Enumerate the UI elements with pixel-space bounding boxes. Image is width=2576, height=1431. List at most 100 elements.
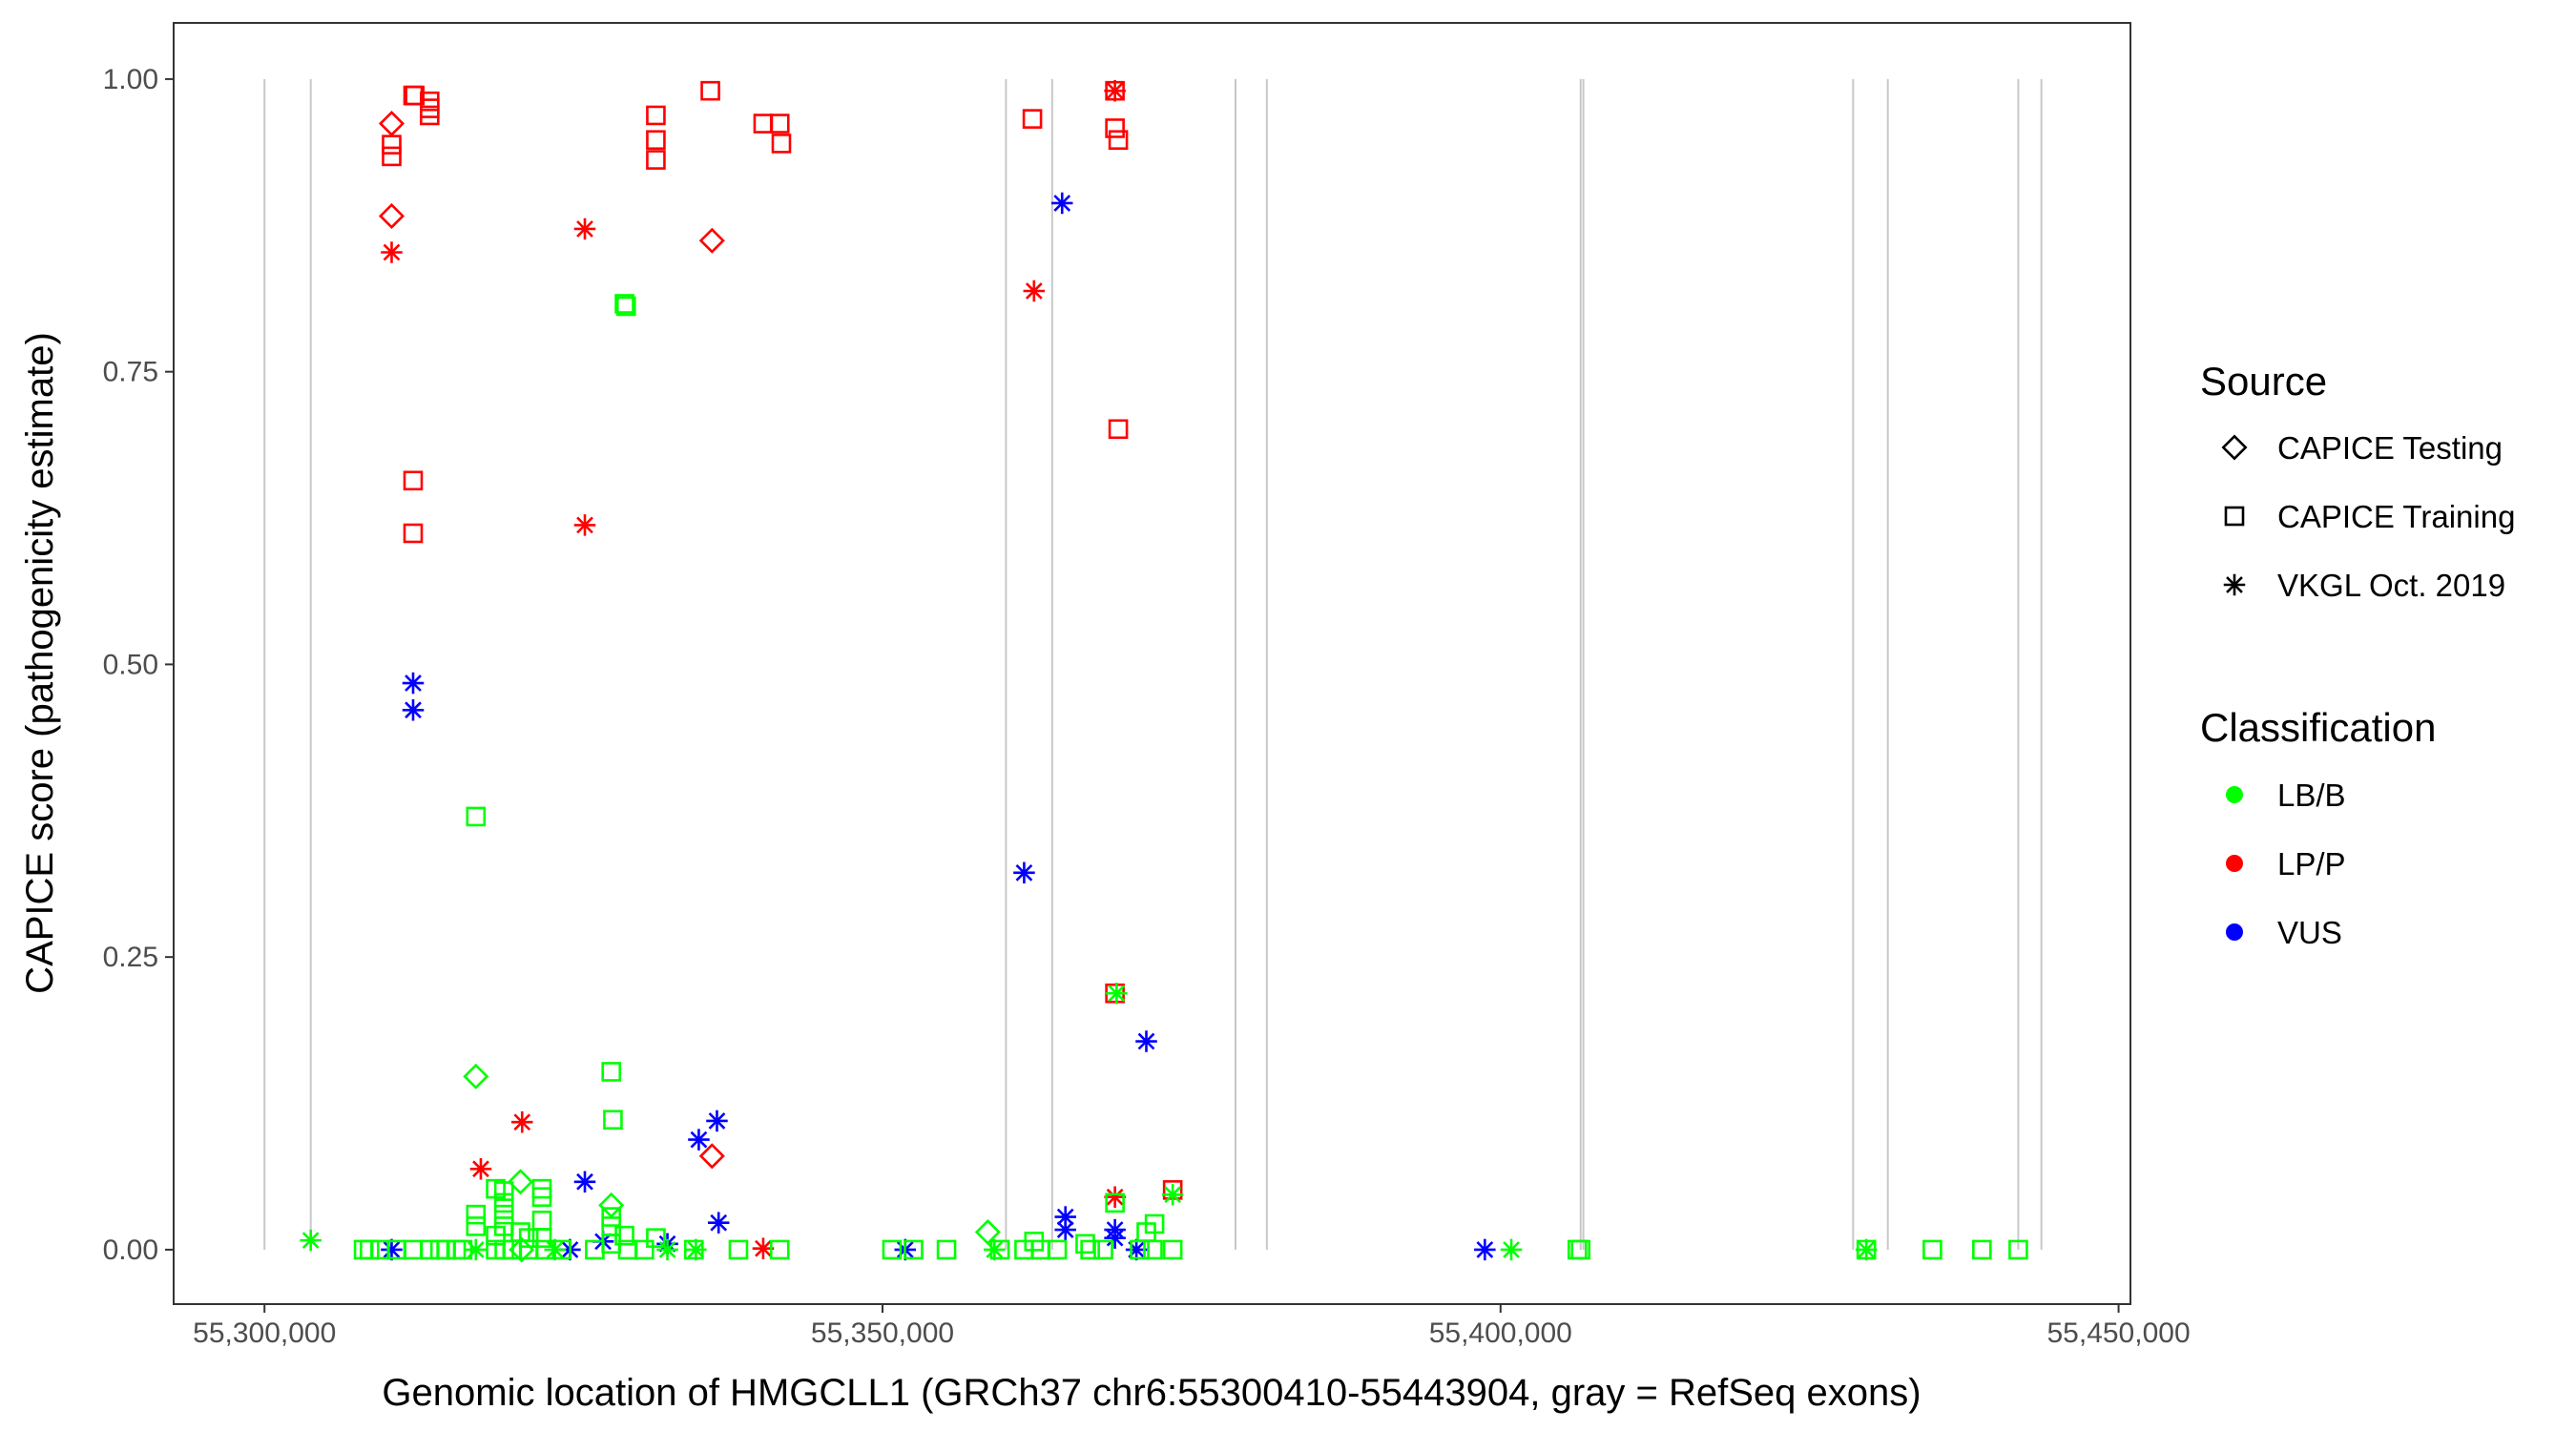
asterisk-stroke bbox=[687, 1241, 705, 1258]
data-point bbox=[1161, 1184, 1184, 1206]
asterisk-stroke bbox=[708, 1112, 726, 1130]
y-tick-label: 0.25 bbox=[103, 942, 158, 973]
data-point bbox=[510, 1110, 533, 1133]
asterisk-stroke bbox=[1056, 1208, 1074, 1226]
asterisk-stroke bbox=[383, 1241, 401, 1258]
data-point bbox=[509, 1236, 535, 1263]
asterisk-stroke bbox=[658, 1241, 676, 1258]
asterisk-stroke bbox=[986, 1241, 1004, 1258]
asterisk-stroke bbox=[301, 1232, 320, 1250]
data-point bbox=[466, 806, 487, 827]
data-point bbox=[493, 1192, 514, 1213]
data-point bbox=[1047, 1239, 1068, 1260]
legend-title-source: Source bbox=[2200, 359, 2327, 404]
y-tick-label: 0.00 bbox=[103, 1234, 158, 1266]
y-tick-label: 0.50 bbox=[103, 649, 158, 680]
legend-class-label: LP/P bbox=[2277, 846, 2346, 881]
legend: Source Classification CAPICE Testing CAPI… bbox=[2200, 359, 2515, 950]
data-point bbox=[381, 241, 403, 263]
data-point bbox=[465, 1238, 488, 1261]
data-points bbox=[300, 79, 2028, 1263]
data-point bbox=[493, 1181, 514, 1201]
asterisk-stroke bbox=[513, 1113, 531, 1131]
legend-diamond-icon bbox=[2221, 434, 2248, 461]
x-axis: 55,300,000 55,350,000 55,400,000 55,450,000 bbox=[193, 1304, 2191, 1349]
x-tick-label: 55,450,000 bbox=[2046, 1317, 2190, 1349]
data-point bbox=[882, 1239, 903, 1260]
legend-source-label: CAPICE Training bbox=[2277, 499, 2515, 534]
data-point bbox=[936, 1239, 957, 1260]
data-point bbox=[1013, 861, 1035, 884]
data-point bbox=[603, 1110, 623, 1130]
data-point bbox=[1972, 1239, 1992, 1260]
asterisk-stroke bbox=[546, 1241, 564, 1258]
data-point bbox=[463, 1063, 489, 1089]
data-point bbox=[466, 1204, 487, 1225]
data-point bbox=[771, 134, 792, 154]
data-point bbox=[381, 1238, 403, 1261]
data-point bbox=[1023, 280, 1046, 302]
legend-source-label: CAPICE Testing bbox=[2277, 430, 2503, 466]
data-point bbox=[752, 1237, 775, 1259]
asterisk-stroke bbox=[1858, 1241, 1876, 1258]
data-point bbox=[378, 110, 405, 137]
data-point bbox=[1570, 1239, 1591, 1260]
data-point bbox=[698, 227, 725, 254]
data-point bbox=[646, 130, 666, 151]
y-tick-label: 0.75 bbox=[103, 357, 158, 388]
data-point bbox=[728, 1239, 749, 1260]
data-point bbox=[1922, 1239, 1942, 1260]
data-point bbox=[698, 1143, 725, 1170]
data-point bbox=[2008, 1239, 2028, 1260]
data-point bbox=[544, 1238, 566, 1261]
asterisk-stroke bbox=[1164, 1186, 1182, 1204]
data-point bbox=[531, 1187, 552, 1208]
asterisk-stroke bbox=[1476, 1241, 1494, 1258]
asterisk-stroke bbox=[1015, 863, 1033, 881]
data-point bbox=[1104, 79, 1126, 102]
data-point bbox=[706, 1110, 728, 1132]
asterisk-stroke bbox=[472, 1160, 489, 1178]
x-tick-label: 55,400,000 bbox=[1429, 1317, 1572, 1349]
asterisk-stroke bbox=[576, 1172, 593, 1191]
data-point bbox=[1054, 1218, 1076, 1241]
asterisk-stroke bbox=[1137, 1032, 1155, 1050]
data-point bbox=[1162, 1239, 1183, 1260]
asterisk-stroke bbox=[1106, 1221, 1124, 1238]
y-axis-title: CAPICE score (pathogenicity estimate) bbox=[19, 332, 61, 994]
data-point bbox=[1855, 1238, 1878, 1261]
plot-panel bbox=[174, 23, 2130, 1304]
data-point bbox=[700, 80, 720, 101]
data-point bbox=[360, 1239, 380, 1260]
data-point bbox=[989, 1239, 1010, 1260]
data-point bbox=[1022, 109, 1043, 129]
asterisk-stroke bbox=[710, 1213, 728, 1232]
data-point bbox=[469, 1158, 492, 1180]
legend-class-label: LB/B bbox=[2277, 778, 2346, 813]
asterisk-stroke bbox=[1056, 1221, 1074, 1238]
legend-dot-icon bbox=[2226, 855, 2243, 872]
legend-source-label: VKGL Oct. 2019 bbox=[2277, 568, 2505, 603]
asterisk-stroke bbox=[2226, 576, 2243, 593]
data-point bbox=[598, 1192, 625, 1218]
data-point bbox=[656, 1238, 678, 1261]
data-point bbox=[634, 1239, 654, 1260]
data-point bbox=[403, 470, 424, 491]
data-point bbox=[378, 202, 405, 230]
y-tick-label: 1.00 bbox=[103, 64, 158, 95]
asterisk-stroke bbox=[576, 516, 593, 534]
data-point bbox=[1108, 130, 1129, 151]
legend-dot-icon bbox=[2226, 786, 2243, 803]
data-point bbox=[493, 1204, 514, 1225]
data-point bbox=[573, 218, 596, 240]
data-point bbox=[601, 1062, 622, 1082]
legend-asterisk-icon bbox=[2223, 573, 2246, 596]
legend-square-icon bbox=[2224, 506, 2245, 527]
asterisk-stroke bbox=[1106, 82, 1124, 100]
data-point bbox=[685, 1238, 707, 1261]
data-point bbox=[646, 1228, 666, 1248]
asterisk-stroke bbox=[467, 1241, 485, 1258]
legend-title-classification: Classification bbox=[2200, 705, 2436, 750]
data-point bbox=[1105, 1192, 1125, 1213]
data-point bbox=[531, 1228, 552, 1248]
